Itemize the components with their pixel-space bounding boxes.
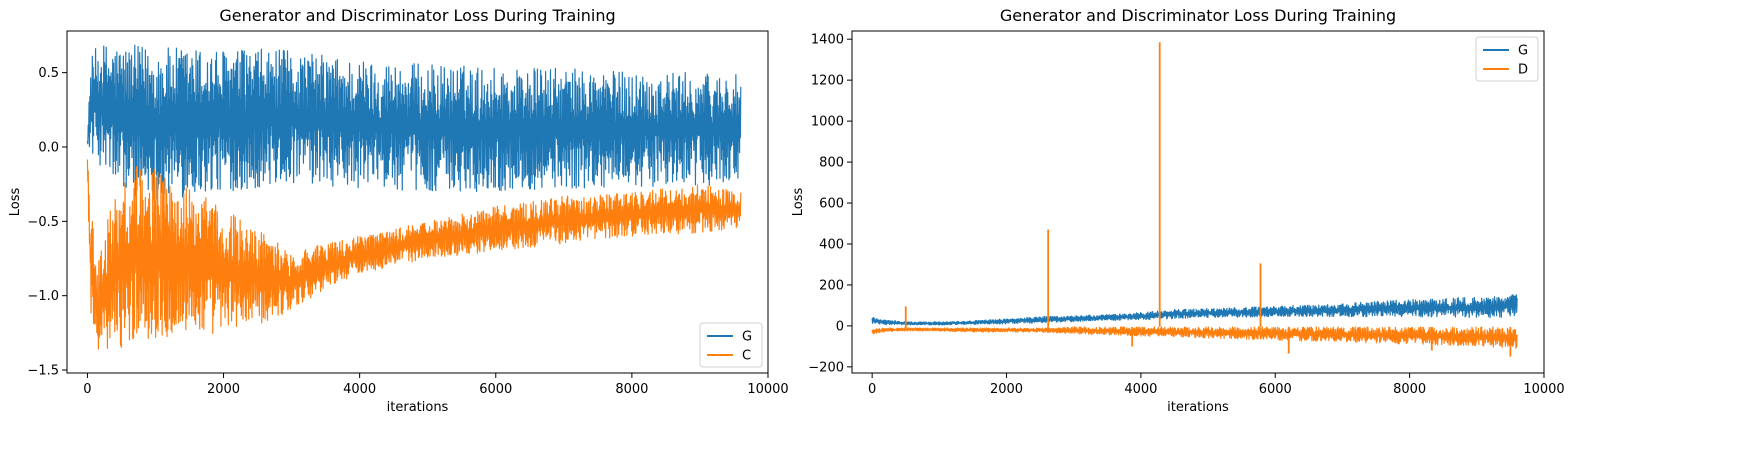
- x-axis-label: iterations: [1167, 400, 1229, 415]
- y-tick-label: −1.0: [27, 289, 59, 304]
- x-tick-label: 2000: [207, 382, 240, 397]
- y-tick-label: −1.5: [27, 364, 59, 379]
- legend-box: [699, 322, 763, 368]
- chart-title: Generator and Discriminator Loss During …: [219, 6, 615, 25]
- y-tick-label: −0.5: [27, 215, 59, 230]
- y-tick-label: 400: [819, 237, 844, 252]
- x-tick-label: 8000: [1393, 382, 1426, 397]
- y-tick-label: 600: [819, 197, 844, 212]
- y-tick-label: −200: [808, 360, 844, 375]
- series-line-g: [86, 44, 742, 200]
- legend-label-c: C: [742, 349, 751, 364]
- legend-label-d: D: [1518, 63, 1528, 78]
- y-axis-ticks: −200 0 200 400 600 800 1000 1200 1400: [808, 33, 852, 375]
- chart-title: Generator and Discriminator Loss During …: [1000, 6, 1396, 25]
- y-tick-label: 1200: [811, 74, 844, 89]
- plot-area: [86, 44, 742, 350]
- y-tick-label: 0: [836, 319, 844, 334]
- x-tick-label: 4000: [343, 382, 376, 397]
- y-tick-label: 1000: [811, 115, 844, 130]
- y-tick-label: 200: [819, 278, 844, 293]
- y-axis-label: Loss: [8, 188, 23, 217]
- x-axis-ticks: 0 2000 4000 6000 8000 10000: [868, 373, 1565, 397]
- x-axis-label: iterations: [387, 400, 449, 415]
- x-axis-ticks: 0 2000 4000 6000 8000 10000: [83, 373, 789, 397]
- legend-label-g: G: [742, 330, 752, 345]
- legend-box: [1475, 36, 1539, 82]
- y-axis-ticks: −1.5 −1.0 −0.5 0.0 0.5: [27, 66, 67, 379]
- plot-area: [871, 42, 1518, 357]
- x-tick-label: 0: [868, 382, 876, 397]
- axes-frame: [66, 30, 769, 374]
- x-tick-label: 4000: [1124, 382, 1157, 397]
- chart-left: Generator and Discriminator Loss During …: [8, 6, 789, 415]
- series-line-c: [86, 159, 742, 350]
- y-tick-label: 0.5: [38, 66, 59, 81]
- y-tick-label: 0.0: [38, 140, 59, 155]
- axes-frame: [851, 30, 1545, 374]
- legend-label-g: G: [1518, 44, 1528, 59]
- x-tick-label: 6000: [1259, 382, 1292, 397]
- series-line-g: [871, 294, 1518, 326]
- y-tick-label: 1400: [811, 33, 844, 48]
- x-tick-label: 0: [83, 382, 91, 397]
- y-axis-label: Loss: [791, 188, 806, 217]
- y-tick-label: 800: [819, 156, 844, 171]
- chart-right: Generator and Discriminator Loss During …: [791, 6, 1565, 415]
- x-tick-label: 10000: [747, 382, 788, 397]
- legend: GD: [1475, 36, 1539, 82]
- x-tick-label: 8000: [615, 382, 648, 397]
- x-tick-label: 10000: [1523, 382, 1564, 397]
- x-tick-label: 6000: [479, 382, 512, 397]
- x-tick-label: 2000: [990, 382, 1023, 397]
- legend: GC: [699, 322, 763, 368]
- series-line-d: [871, 326, 1518, 349]
